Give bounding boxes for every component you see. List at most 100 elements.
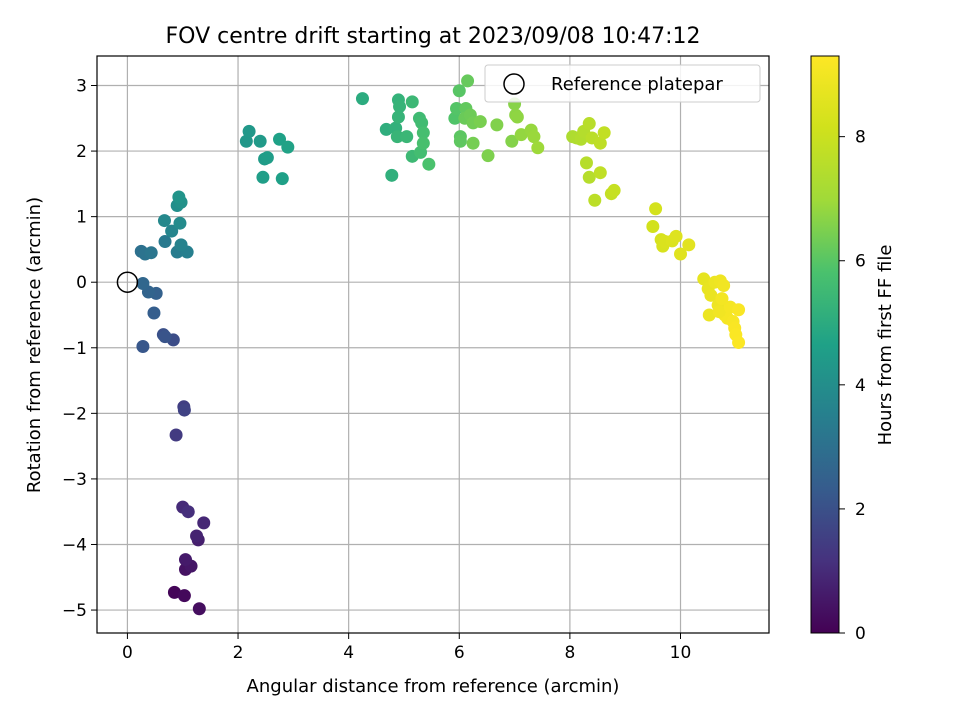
reference-marker <box>116 271 139 293</box>
reference-platepar-point <box>116 271 139 293</box>
data-point <box>177 403 191 417</box>
y-tick-label: 3 <box>76 77 87 97</box>
data-point <box>158 330 172 344</box>
data-point <box>715 292 729 306</box>
data-point <box>473 115 487 129</box>
y-tick-label: 0 <box>76 273 87 293</box>
gridlines <box>97 56 769 633</box>
colorbar-tick-label: 8 <box>855 128 866 148</box>
data-point <box>527 130 541 144</box>
data-point <box>400 130 414 144</box>
data-point <box>385 168 399 182</box>
data-point <box>260 151 274 165</box>
data-point <box>239 134 253 148</box>
data-point <box>167 585 181 599</box>
data-point <box>169 428 183 442</box>
data-point <box>704 288 718 302</box>
data-point <box>273 132 287 146</box>
colorbar-label: Hours from first FF file <box>875 245 896 446</box>
x-axis-label: Angular distance from reference (arcmin) <box>247 676 620 697</box>
chart-title: FOV centre drift starting at 2023/09/08 … <box>166 24 701 49</box>
y-tick-label: 2 <box>76 142 87 162</box>
legend-marker-icon <box>503 73 525 95</box>
data-point <box>593 166 607 180</box>
data-point <box>732 303 746 317</box>
colorbar-tick-label: 6 <box>855 252 866 272</box>
data-point <box>674 247 688 261</box>
data-point <box>275 172 289 186</box>
data-point <box>172 190 186 204</box>
data-point <box>597 126 611 140</box>
data-point <box>192 602 206 616</box>
data-point <box>481 149 495 163</box>
data-point <box>136 277 150 291</box>
scatter-points <box>134 74 746 616</box>
data-point <box>177 589 191 603</box>
x-tick-label: 6 <box>454 643 465 663</box>
data-point <box>582 117 596 131</box>
data-point <box>253 134 267 148</box>
data-point <box>712 305 726 319</box>
data-point <box>702 308 716 322</box>
data-point <box>649 202 663 216</box>
data-point <box>579 156 593 170</box>
y-axis-label: Rotation from reference (arcmin) <box>24 197 45 493</box>
data-point <box>452 84 466 98</box>
data-point <box>593 136 607 150</box>
x-tick-label: 8 <box>564 643 575 663</box>
data-point <box>256 170 270 184</box>
data-point <box>588 193 602 207</box>
data-point <box>453 134 467 148</box>
colorbar-ticks: 0 2 4 6 8 <box>839 128 866 644</box>
data-point <box>391 110 405 124</box>
y-tick-label: −4 <box>62 535 87 555</box>
data-point <box>466 136 480 150</box>
data-point <box>646 219 660 233</box>
legend-box <box>484 64 761 103</box>
data-point <box>181 505 195 519</box>
x-tick-label: 2 <box>233 643 244 663</box>
data-point <box>450 101 464 115</box>
data-point <box>682 238 696 252</box>
colorbar <box>810 55 840 634</box>
data-point <box>390 130 404 144</box>
colorbar-tick-label: 4 <box>855 376 866 396</box>
data-point <box>582 170 596 184</box>
y-tick-label: −2 <box>62 404 87 424</box>
data-point <box>405 95 419 109</box>
plot-frame <box>96 55 770 634</box>
data-point <box>158 235 172 249</box>
data-point <box>197 516 211 530</box>
colorbar-tick-label: 2 <box>855 500 866 520</box>
data-point <box>415 116 429 130</box>
data-point <box>178 553 192 567</box>
y-tick-label: −5 <box>62 601 87 621</box>
data-point <box>416 136 430 150</box>
data-point <box>242 124 256 138</box>
data-point <box>669 229 683 243</box>
data-point <box>165 224 179 238</box>
x-axis-ticks: 0 2 4 6 8 10 <box>122 633 691 663</box>
data-point <box>697 272 711 286</box>
data-point <box>607 183 621 197</box>
data-point <box>717 278 731 292</box>
data-point <box>531 141 545 155</box>
y-tick-label: −1 <box>62 339 87 359</box>
data-point <box>510 110 524 124</box>
x-tick-label: 0 <box>122 643 133 663</box>
data-point <box>281 140 295 154</box>
legend: Reference platepar <box>484 64 761 103</box>
data-point <box>147 306 161 320</box>
data-point <box>461 74 475 88</box>
y-tick-label: −3 <box>62 470 87 490</box>
y-tick-label: 1 <box>76 208 87 228</box>
data-point <box>422 157 436 171</box>
data-point <box>732 336 746 350</box>
data-point <box>144 246 158 260</box>
data-point <box>190 529 204 543</box>
colorbar-tick-label: 0 <box>855 624 866 644</box>
data-point <box>448 111 462 125</box>
legend-entry-label: Reference platepar <box>551 74 723 95</box>
data-point <box>355 92 369 106</box>
